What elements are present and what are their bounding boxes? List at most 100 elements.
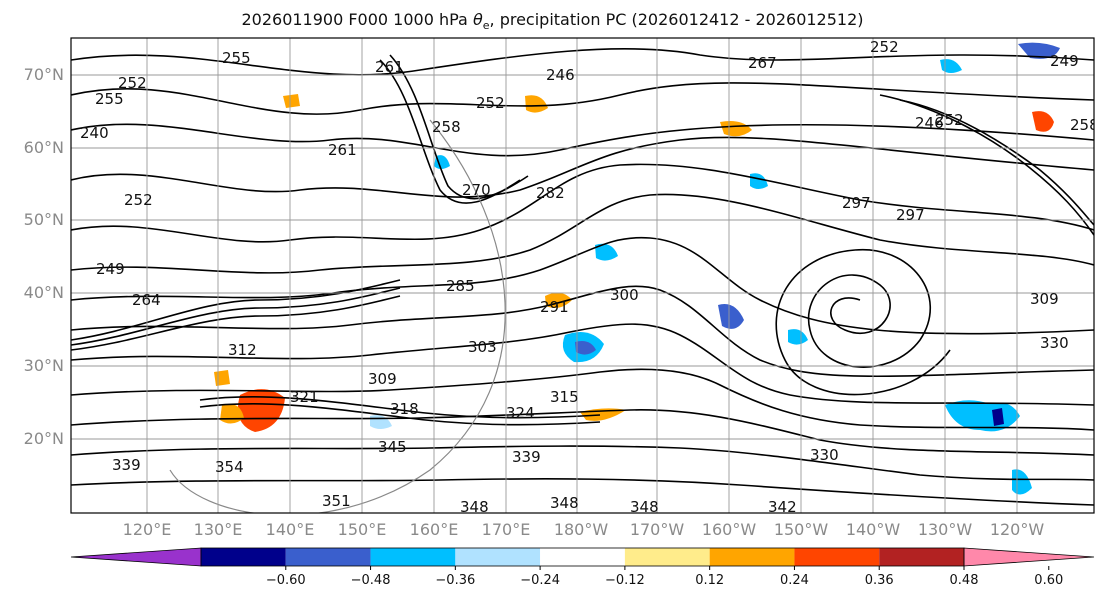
theta-subscript: e — [482, 19, 490, 33]
precip-negative-blob — [595, 243, 618, 261]
contour-label: 348 — [460, 498, 489, 516]
colorbar-segment — [709, 548, 795, 566]
colorbar-tick-label: 0.48 — [950, 573, 979, 588]
contour-spiral — [775, 249, 951, 396]
title-prefix: 2026011900 F000 1000 hPa — [241, 10, 473, 29]
precip-positive-blob — [1032, 111, 1054, 132]
colorbar-tick-label: 0.12 — [695, 573, 724, 588]
colorbar-tick-label: −0.60 — [266, 573, 306, 588]
precip-positive-blob — [214, 370, 230, 386]
lon-label: 170°E — [482, 520, 531, 539]
colorbar-segment — [455, 548, 541, 566]
theta-e-contours — [71, 47, 1094, 506]
contour-label: 321 — [290, 388, 319, 406]
contour-label: 303 — [468, 338, 497, 356]
lon-label: 150°E — [338, 520, 387, 539]
contour-line — [879, 94, 1094, 236]
graticule — [71, 38, 1094, 513]
lon-label: 160°W — [702, 520, 757, 539]
contour-line — [899, 99, 1094, 226]
contour-label: 264 — [132, 291, 161, 309]
contour-label: 252 — [870, 38, 899, 56]
contour-line — [71, 295, 401, 351]
colorbar-extend-low — [70, 547, 202, 567]
precip-negative-blob — [718, 304, 744, 329]
contour-label: 285 — [446, 277, 475, 295]
precip-positive-blob — [283, 94, 300, 108]
contour-line — [71, 82, 1094, 115]
lon-label: 140°E — [266, 520, 315, 539]
colorbar-segment — [540, 548, 625, 566]
precip-positive-blob — [525, 95, 548, 113]
contour-line — [71, 136, 1094, 198]
contour-label: 318 — [390, 400, 419, 418]
contour-label: 252 — [935, 111, 964, 129]
contour-line — [71, 368, 1094, 431]
lat-label: 30°N — [24, 356, 64, 375]
contour-label: 291 — [540, 298, 569, 316]
lon-label: 160°E — [410, 520, 459, 539]
contour-line — [71, 123, 1094, 157]
contour-label: 315 — [550, 388, 579, 406]
contour-line — [389, 54, 529, 200]
contour-label: 324 — [506, 404, 535, 422]
contour-label: 351 — [322, 492, 351, 510]
contour-label: 342 — [768, 498, 797, 516]
contour-line — [71, 409, 1094, 456]
contour-label: 246 — [915, 114, 944, 132]
lat-label: 20°N — [24, 429, 64, 448]
contour-label: 309 — [1030, 290, 1059, 308]
precip-negative-blob — [1018, 42, 1060, 59]
lon-label: 180°W — [554, 520, 609, 539]
lon-label: 120°W — [990, 520, 1045, 539]
contour-line — [71, 323, 1094, 406]
contour-line — [71, 287, 401, 346]
contour-line — [71, 285, 1094, 378]
colorbar: −0.60 −0.48 −0.36 −0.24 −0.12 0.12 0.24 0.36 0.4… — [70, 547, 1095, 588]
contour-line — [71, 279, 401, 341]
title-suffix: , precipitation PC (2026012412 - 2026012… — [489, 10, 864, 29]
lat-label: 50°N — [24, 210, 64, 229]
colorbar-segment — [794, 548, 880, 566]
latitude-axis: 70°N 60°N 50°N 40°N 30°N 20°N — [24, 65, 64, 448]
colorbar-segment — [285, 548, 371, 566]
contour-line — [71, 193, 1094, 274]
contour-label: 330 — [1040, 334, 1069, 352]
theta-symbol: θ — [472, 10, 483, 29]
contour-label: 312 — [228, 341, 257, 359]
contour-label: 354 — [215, 458, 244, 476]
precip-negative-blob — [575, 341, 596, 355]
contour-label: 252 — [118, 74, 147, 92]
contour-label: 267 — [748, 54, 777, 72]
contour-line — [71, 445, 1094, 481]
contour-line — [379, 59, 521, 204]
colorbar-tick-label: −0.36 — [435, 573, 475, 588]
longitude-axis: 120°E 130°E 140°E 150°E 160°E 170°E 180°… — [123, 520, 1045, 539]
contour-label: 339 — [512, 448, 541, 466]
precip-negative-blob — [940, 59, 962, 73]
contour-spiral — [807, 248, 931, 368]
contour-label: 261 — [375, 58, 404, 76]
contour-label: 249 — [1050, 52, 1079, 70]
contour-line — [71, 236, 1094, 335]
lat-label: 60°N — [24, 138, 64, 157]
contour-label: 348 — [630, 498, 659, 516]
contour-label: 258 — [1070, 116, 1099, 134]
contour-label: 270 — [462, 181, 491, 199]
contour-label: 255 — [95, 90, 124, 108]
map-panel — [71, 38, 1094, 513]
contour-line — [199, 402, 601, 426]
colorbar-tick-label: 0.60 — [1034, 573, 1063, 588]
colorbar-segment — [370, 548, 456, 566]
contour-label: 297 — [896, 206, 925, 224]
contour-line — [71, 163, 1094, 243]
great-circle-line — [169, 119, 506, 513]
contour-label: 345 — [378, 438, 407, 456]
map-frame — [70, 37, 1095, 514]
contour-label: 258 — [432, 118, 461, 136]
lon-label: 170°W — [630, 520, 685, 539]
colorbar-tick-label: 0.36 — [865, 573, 894, 588]
colorbar-extend-high — [963, 547, 1095, 567]
contour-label: 246 — [546, 66, 575, 84]
